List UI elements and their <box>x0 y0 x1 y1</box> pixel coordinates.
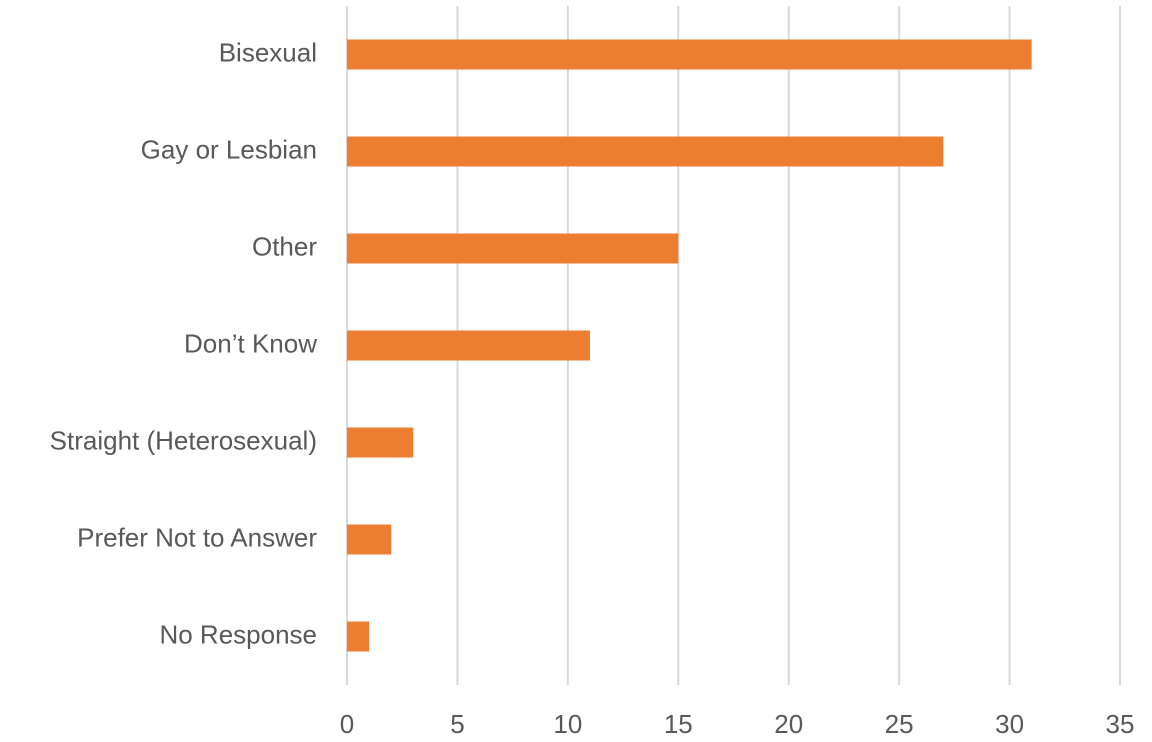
x-tick-label: 35 <box>1106 709 1135 739</box>
y-tick-label: Don’t Know <box>184 328 317 358</box>
y-tick-label: Straight (Heterosexual) <box>50 425 317 455</box>
bar <box>347 330 590 361</box>
y-tick-label: Other <box>252 231 317 261</box>
x-tick-label: 15 <box>664 709 693 739</box>
y-tick-label: Prefer Not to Answer <box>77 522 317 552</box>
bar <box>347 427 414 458</box>
x-tick-label: 30 <box>995 709 1024 739</box>
bar <box>347 524 392 555</box>
x-tick-label: 0 <box>340 709 354 739</box>
y-tick-label: Bisexual <box>219 37 317 67</box>
y-tick-label: Gay or Lesbian <box>141 134 317 164</box>
bar <box>347 136 944 167</box>
x-tick-label: 5 <box>450 709 464 739</box>
x-tick-label: 25 <box>885 709 914 739</box>
bar <box>347 233 679 264</box>
bar <box>347 39 1032 70</box>
y-tick-label: No Response <box>159 619 317 649</box>
bar <box>347 621 370 652</box>
x-tick-label: 20 <box>774 709 803 739</box>
x-tick-label: 10 <box>553 709 582 739</box>
